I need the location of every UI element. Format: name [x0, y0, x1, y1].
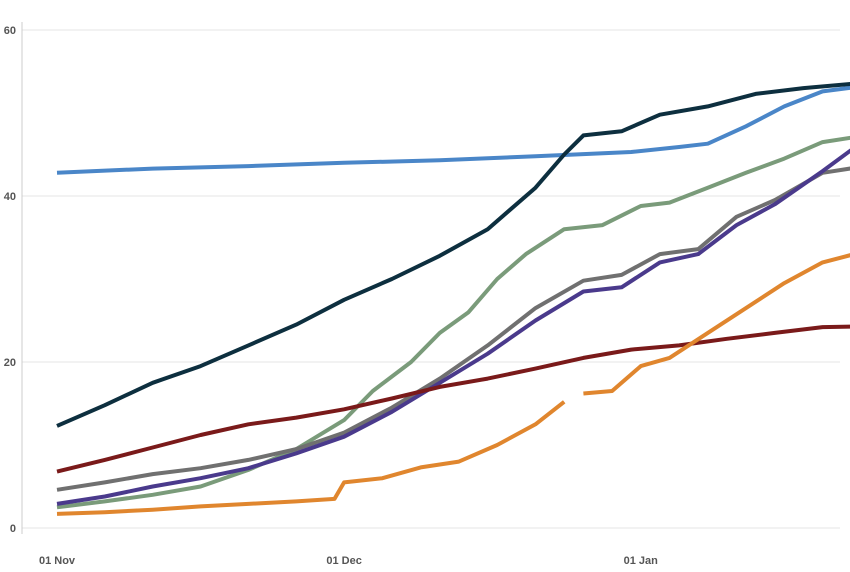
series-line-2: [56, 82, 850, 428]
series-line-1: [56, 85, 850, 175]
gridlines: [22, 29, 840, 529]
series-lines: [56, 82, 850, 516]
x-tick-label: 01 Jan: [624, 555, 659, 567]
series-line-6: [56, 324, 850, 474]
series-line-7: [56, 253, 850, 516]
y-tick-labels: 0 20 40 60: [4, 25, 16, 535]
x-tick-labels: 01 Nov 01 Dec 01 Jan: [39, 555, 658, 567]
x-tick-label: 01 Nov: [39, 555, 76, 567]
series-line-4: [56, 166, 850, 492]
series-line-3: [56, 135, 850, 510]
y-tick-label: 60: [4, 25, 16, 37]
x-tick-label: 01 Dec: [326, 555, 361, 567]
y-tick-label: 0: [10, 523, 16, 535]
series-line-5: [56, 148, 850, 506]
y-tick-label: 20: [4, 357, 16, 369]
y-tick-label: 40: [4, 191, 16, 203]
